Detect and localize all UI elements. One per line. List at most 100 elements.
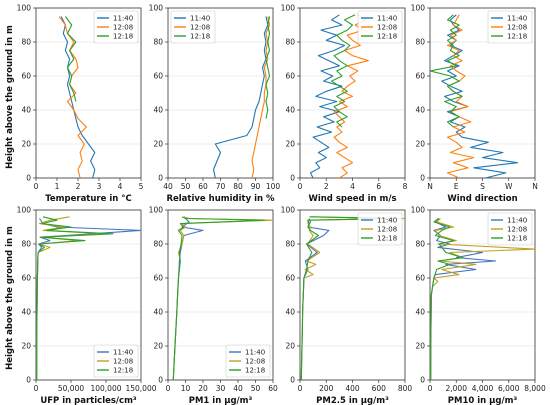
panel-4: 0 20 40 60 80 100 N E S W N Wind direction 11:4012:0… [411,4,538,204]
xtick-label: 8,000 [524,384,546,393]
ytick-label: 60 [21,274,31,283]
panel-5: 0 20 40 60 80 100 0 50,000 100,000 150,000 UFP in … [17,206,157,405]
legend-label: 12:08 [507,226,527,234]
series-line-1140 [430,218,497,380]
xlabel: UFP in particles/cm³ [40,396,137,405]
ytick-label: 100 [149,4,164,13]
legend-label: 12:18 [507,235,527,243]
xtick-label: S [480,182,485,191]
legend-label: 12:08 [190,24,210,32]
legend-label: 12:18 [377,235,397,243]
legend-label: 12:18 [190,33,210,41]
series-line-1218 [430,218,464,380]
legend-label: 12:08 [245,358,265,366]
panel-7: 0 20 40 60 80 100 0 200 400 600 800 PM2.5 in µg/m³ 1… [281,206,413,405]
ytick-label: 40 [21,308,31,317]
xtick-label: 150,000 [125,384,156,393]
xtick-label: 200 [319,384,334,393]
legend-label: 12:08 [507,24,527,32]
xtick-label: 50 [251,384,261,393]
xtick-label: 50 [181,182,191,191]
xtick-label: 60 [268,384,278,393]
ytick-label: 80 [153,240,163,249]
xtick-label: 0 [34,384,39,393]
series-line-1218 [430,14,463,128]
ytick-label: 80 [415,38,425,47]
xtick-label: E [454,182,459,191]
legend-box [170,10,216,44]
xtick-label: 100 [266,182,281,191]
xlabel: Wind direction [447,194,517,204]
xtick-label: 2,000 [446,384,468,393]
xlabel: PM1 in µg/m³ [189,396,253,405]
legend-label: 11:40 [190,15,210,23]
legend-label: 12:18 [377,33,397,41]
xtick-label: 6,000 [498,384,520,393]
xtick-label: 4 [350,182,355,191]
series-line-1140 [60,16,96,178]
ytick-label: 80 [21,38,31,47]
xtick-label: 4,000 [472,384,494,393]
xtick-label: 90 [251,182,261,191]
ytick-label: 20 [21,140,31,149]
legend-label: 11:40 [113,349,133,357]
xtick-label: 3 [97,182,102,191]
legend-label: 12:18 [507,33,527,41]
ytick-label: 20 [285,140,295,149]
legend-label: 11:40 [377,217,397,225]
xlabel: Temperature in °C [45,194,132,204]
ytick-label: 20 [285,342,295,351]
ytick-label: 80 [285,38,295,47]
ytick-label: 20 [153,140,163,149]
xlabel: PM10 in µg/m³ [448,396,518,405]
ytick-label: 60 [153,274,163,283]
xlabel: PM2.5 in µg/m³ [316,396,389,405]
xtick-label: 400 [345,384,360,393]
ytick-label: 0 [26,376,31,385]
legend-box [357,212,403,246]
ytick-label: 80 [21,240,31,249]
ytick-label: 40 [153,106,163,115]
ytick-label: 20 [21,342,31,351]
xtick-label: 80 [233,182,243,191]
ytick-label: 0 [420,376,425,385]
legend-label: 12:18 [245,367,265,375]
ytick-label: 80 [153,38,163,47]
series-line-1218 [300,216,393,380]
ytick-label: 60 [415,72,425,81]
xtick-label: 1 [55,182,60,191]
ytick-label: 80 [415,240,425,249]
ylabel-top: Height above the ground in m [5,25,15,169]
ytick-label: 20 [415,342,425,351]
xtick-label: 2 [76,182,81,191]
ytick-label: 40 [21,106,31,115]
ytick-label: 100 [17,4,32,13]
ytick-label: 60 [153,72,163,81]
legend-label: 12:08 [377,226,397,234]
xtick-label: 800 [398,384,413,393]
ytick-label: 0 [420,174,425,183]
legend-label: 12:08 [113,24,133,32]
xtick-label: 0 [428,384,433,393]
plot-frame [299,7,406,179]
ytick-label: 100 [281,4,296,13]
xtick-label: 0 [34,182,39,191]
ytick-label: 60 [285,274,295,283]
ytick-label: 100 [281,206,296,215]
xtick-label: 70 [216,182,226,191]
ytick-label: 60 [21,72,31,81]
ytick-label: 0 [26,174,31,183]
ytick-label: 40 [415,106,425,115]
plot-frame [35,209,142,381]
plot-frame [429,7,536,179]
plot-frame [35,7,142,179]
legend-label: 12:18 [113,367,133,375]
ytick-label: 40 [153,308,163,317]
